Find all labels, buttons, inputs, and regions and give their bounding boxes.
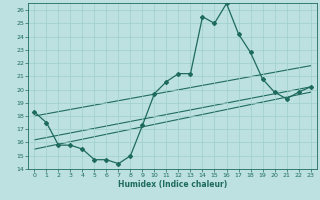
X-axis label: Humidex (Indice chaleur): Humidex (Indice chaleur) <box>118 180 227 189</box>
